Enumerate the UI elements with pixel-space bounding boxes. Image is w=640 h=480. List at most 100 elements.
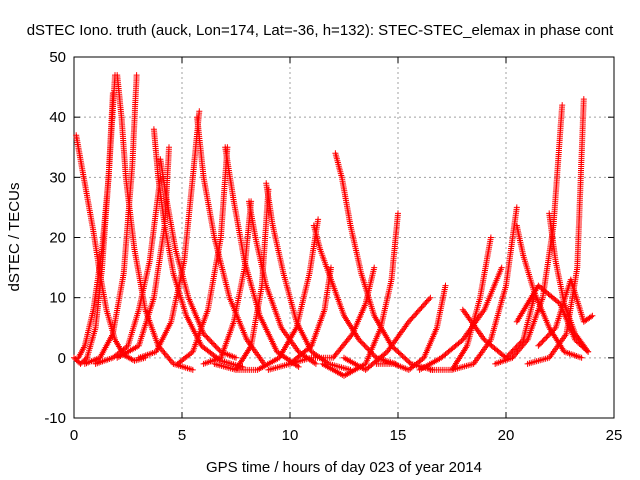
data-point-markers xyxy=(513,222,526,257)
satellite-pass-series xyxy=(174,144,231,367)
data-point-markers xyxy=(256,312,280,354)
data-point-markers xyxy=(150,126,162,179)
data-point-markers xyxy=(362,264,378,307)
data-point-markers xyxy=(362,350,389,373)
data-point-markers xyxy=(377,278,395,331)
data-point-markers xyxy=(263,180,276,227)
y-axis-label: dSTEC / TECUs xyxy=(6,183,23,292)
data-point-markers xyxy=(135,260,153,313)
data-point-markers xyxy=(217,320,237,361)
data-point-markers xyxy=(580,312,596,325)
satellite-pass-series xyxy=(373,282,449,373)
data-point-markers xyxy=(99,176,112,253)
data-point-markers xyxy=(120,164,136,277)
satellite-pass-series xyxy=(524,96,587,367)
data-point-markers xyxy=(293,272,312,331)
x-tick-label: 15 xyxy=(390,427,407,444)
x-tick-label: 20 xyxy=(498,427,515,444)
data-point-markers xyxy=(520,252,537,293)
data-point-markers xyxy=(246,198,259,239)
satellite-pass-series xyxy=(75,72,118,361)
data-point-markers xyxy=(125,308,142,349)
data-point-markers xyxy=(248,284,265,349)
data-point-markers xyxy=(405,294,434,325)
data-point-markers xyxy=(114,72,125,119)
data-point-markers xyxy=(550,102,566,229)
y-tick-label: 10 xyxy=(49,290,66,307)
data-point-markers xyxy=(546,332,569,361)
x-tick-label: 5 xyxy=(178,427,186,444)
data-point-markers xyxy=(280,270,299,323)
data-point-markers xyxy=(287,355,313,367)
data-point-markers xyxy=(96,332,115,361)
data-point-markers xyxy=(321,264,334,313)
data-point-markers xyxy=(459,306,487,342)
data-point-markers xyxy=(200,355,223,367)
data-point-markers xyxy=(163,198,179,251)
x-axis-label: GPS time / hours of day 023 of year 2014 xyxy=(206,459,482,476)
chart-title: dSTEC Iono. truth (auck, Lon=174, Lat=-3… xyxy=(27,22,614,39)
data-point-markers xyxy=(269,222,287,275)
data-point-markers xyxy=(109,272,127,337)
data-point-markers xyxy=(230,266,248,325)
data-point-markers xyxy=(222,144,237,203)
data-point-markers xyxy=(153,320,174,355)
data-point-markers xyxy=(135,349,158,361)
data-point-markers xyxy=(81,308,96,349)
data-point-markers xyxy=(449,361,475,373)
data-point-markers xyxy=(263,282,284,329)
satellite-pass-series xyxy=(287,264,378,367)
data-point-markers xyxy=(150,224,168,301)
data-point-markers xyxy=(77,356,89,367)
data-point-markers xyxy=(73,132,84,161)
data-point-markers xyxy=(341,354,367,372)
data-point-markers xyxy=(157,156,170,203)
satellite-pass-series xyxy=(459,294,538,361)
data-point-markers xyxy=(332,150,345,179)
satellite-pass-series xyxy=(449,204,520,373)
data-point-markers xyxy=(338,174,354,227)
data-point-markers xyxy=(185,294,206,335)
data-point-markers xyxy=(135,296,157,349)
data-point-markers xyxy=(427,366,453,373)
data-point-markers xyxy=(438,338,465,361)
data-point-markers xyxy=(129,72,140,169)
data-point-markers xyxy=(204,236,224,313)
satellite-pass-series xyxy=(319,210,401,379)
satellite-pass-series xyxy=(114,144,172,361)
data-point-markers xyxy=(77,156,90,197)
y-tick-label: 30 xyxy=(49,169,66,186)
y-tick-label: 0 xyxy=(58,350,66,367)
data-point-markers xyxy=(230,198,248,263)
data-point-markers xyxy=(388,210,401,283)
x-tick-label: 25 xyxy=(606,427,623,444)
data-point-markers xyxy=(524,296,546,343)
data-point-markers xyxy=(487,284,509,343)
data-point-markers xyxy=(524,355,551,367)
data-point-markers xyxy=(557,300,578,341)
data-point-markers xyxy=(572,336,592,355)
data-point-markers xyxy=(168,260,187,325)
satellite-pass-series xyxy=(341,294,434,373)
x-tick-label: 10 xyxy=(282,427,299,444)
data-point-markers xyxy=(416,355,443,373)
satellite-pass-series xyxy=(211,186,272,373)
data-point-markers xyxy=(109,344,130,361)
data-point-markers xyxy=(492,355,514,367)
satellite-pass-series xyxy=(513,282,592,355)
data-point-markers xyxy=(325,360,354,373)
data-point-markers xyxy=(567,276,587,323)
data-point-markers xyxy=(211,360,238,373)
y-tick-label: 50 xyxy=(49,49,66,66)
satellite-pass-series xyxy=(263,180,354,373)
data-point-markers xyxy=(90,248,105,313)
data-point-markers xyxy=(92,355,115,367)
data-point-markers xyxy=(84,326,99,361)
data-point-markers xyxy=(310,222,323,251)
satellite-pass-series xyxy=(535,276,596,349)
data-point-markers xyxy=(174,350,195,367)
data-point-markers xyxy=(200,330,223,354)
data-point-markers xyxy=(84,192,97,233)
